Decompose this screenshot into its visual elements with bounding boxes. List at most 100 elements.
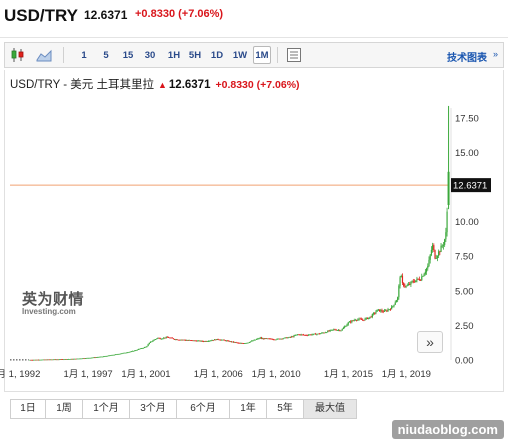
candle-body	[164, 337, 166, 339]
tech-chart-link[interactable]: 技术图表	[447, 53, 487, 64]
candle-body	[96, 357, 99, 358]
candle-body	[258, 338, 260, 340]
candle-body	[377, 309, 379, 311]
candle-body	[424, 271, 426, 274]
candle-body	[406, 285, 408, 287]
candle-body	[356, 319, 358, 321]
candle-body	[432, 245, 434, 250]
candle-body	[368, 317, 370, 319]
range-button-0[interactable]: 1日	[10, 399, 46, 419]
candle-body	[51, 359, 53, 361]
candle-body	[110, 355, 112, 357]
candle-body	[316, 333, 318, 335]
area-chart-icon[interactable]	[35, 46, 53, 64]
candle-body	[177, 339, 179, 341]
candle-body	[74, 358, 76, 360]
interval-button-1m[interactable]: 1M	[253, 46, 271, 64]
candle-body	[257, 338, 259, 340]
candle-body	[64, 359, 66, 360]
candle-body	[247, 342, 249, 344]
candle-body	[376, 309, 378, 312]
candle-body	[75, 358, 77, 360]
candle-body	[84, 358, 87, 360]
interval-button-5h[interactable]: 5H	[188, 50, 202, 61]
interval-button-1[interactable]: 1	[81, 50, 87, 61]
candle-body	[143, 347, 146, 348]
candle-body	[40, 359, 42, 361]
interval-button-1d[interactable]: 1D	[210, 50, 224, 61]
candle-body	[241, 343, 243, 344]
candle-body	[364, 318, 366, 321]
candle-body	[249, 341, 252, 343]
candle-body	[334, 329, 336, 331]
candle-body	[194, 340, 196, 342]
candle-body	[168, 337, 170, 338]
candle-body	[145, 346, 147, 348]
last-price-badge	[451, 178, 491, 193]
y-tick-label: 10.00	[455, 217, 479, 228]
candle-body	[299, 334, 301, 336]
candle-body	[219, 339, 222, 341]
interval-button-30[interactable]: 30	[144, 50, 156, 61]
candle-body	[49, 359, 52, 361]
investing-logo: 英为财情 Investing.com	[22, 290, 85, 316]
candle-body	[324, 332, 326, 334]
candle-body	[93, 357, 95, 359]
chevron-right-icon[interactable]: »	[492, 49, 498, 59]
candle-body	[234, 342, 236, 344]
candle-body	[339, 329, 341, 331]
candle-body	[141, 348, 143, 349]
indicator-icon[interactable]	[285, 46, 303, 64]
interval-button-5[interactable]: 5	[103, 50, 109, 61]
candle-body	[117, 354, 119, 355]
candle-body	[162, 338, 164, 340]
candle-body	[325, 332, 328, 334]
range-button-3[interactable]: 3个月	[129, 399, 177, 419]
candle-body	[130, 351, 132, 353]
candle-body	[421, 276, 423, 281]
candle-body	[405, 285, 407, 287]
candle-body	[154, 339, 156, 340]
chart-title: USD/TRY - 美元 土耳其里拉 ▲ 12.6371 +0.8330 (+7.06…	[10, 79, 300, 91]
y-tick-label: 17.50	[455, 113, 479, 124]
candle-body	[31, 359, 34, 361]
candle-body	[45, 359, 47, 361]
candle-body	[372, 313, 375, 315]
candle-body	[151, 341, 153, 343]
candle-body	[289, 336, 291, 338]
candle-body	[204, 341, 206, 342]
range-button-2[interactable]: 1个月	[82, 399, 130, 419]
interval-button-15[interactable]: 15	[122, 50, 134, 61]
candle-body	[235, 342, 237, 344]
candle-body	[327, 330, 329, 333]
range-button-7[interactable]: 最大值	[303, 399, 357, 419]
candle-body	[253, 339, 255, 341]
candle-body	[172, 338, 175, 340]
range-button-6[interactable]: 5年	[266, 399, 304, 419]
candle-body	[65, 359, 67, 360]
x-tick-label: 1月 1, 2015	[324, 369, 373, 380]
candle-body	[67, 359, 70, 360]
interval-button-1w[interactable]: 1W	[232, 50, 248, 61]
candle-body	[63, 359, 65, 361]
candle-body	[286, 337, 288, 339]
scroll-to-latest-button[interactable]: »	[417, 331, 443, 353]
candlestick-icon[interactable]	[9, 46, 27, 64]
candle-body	[381, 310, 383, 312]
candle-body	[121, 353, 123, 355]
range-button-1[interactable]: 1周	[45, 399, 83, 419]
candle-body	[411, 281, 413, 283]
candle-body	[136, 349, 138, 351]
y-tick-label: 5.00	[455, 286, 474, 297]
candle-body	[287, 337, 289, 339]
candle-body	[188, 340, 190, 341]
candle-body	[374, 313, 376, 314]
candle-body	[284, 337, 287, 339]
candle-body	[294, 335, 296, 337]
candle-body	[163, 337, 165, 339]
range-button-4[interactable]: 6个月	[176, 399, 230, 419]
range-button-5[interactable]: 1年	[229, 399, 267, 419]
interval-button-1h[interactable]: 1H	[167, 50, 181, 61]
candle-body	[159, 338, 161, 339]
